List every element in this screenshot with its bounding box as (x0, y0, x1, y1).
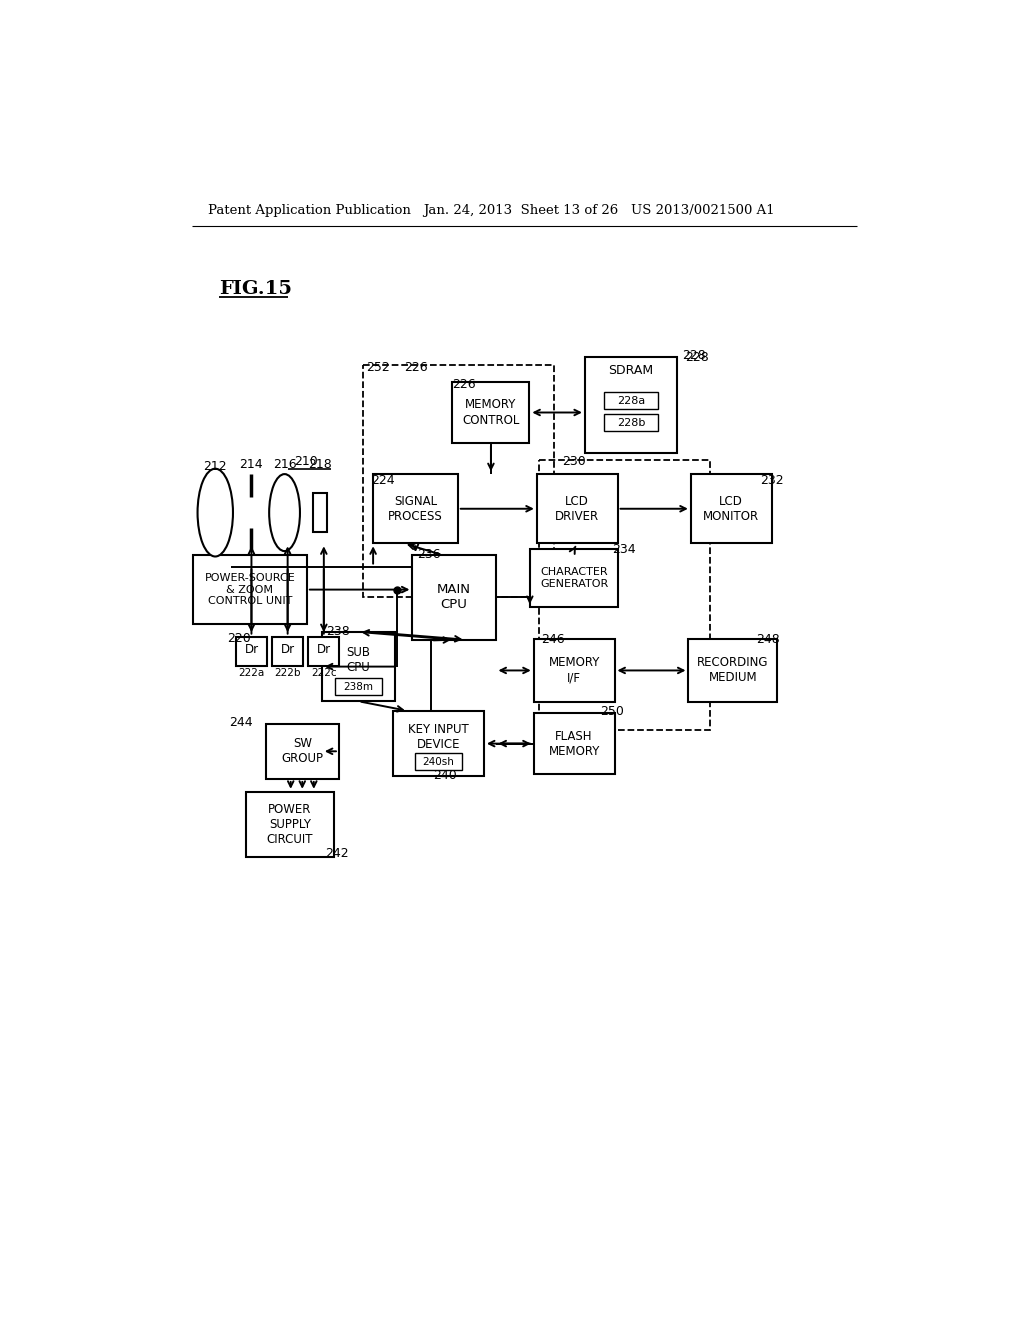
Ellipse shape (269, 474, 300, 552)
Text: 228a: 228a (616, 396, 645, 407)
Text: 230: 230 (562, 454, 586, 467)
Text: SUB
CPU: SUB CPU (346, 647, 371, 675)
Text: MEMORY
CONTROL: MEMORY CONTROL (462, 399, 519, 426)
Text: 232: 232 (761, 474, 784, 487)
Bar (393, 711, 484, 776)
Ellipse shape (198, 469, 233, 557)
Text: 226: 226 (403, 362, 428, 375)
Bar (237, 636, 267, 665)
Text: LCD
MONITOR: LCD MONITOR (703, 495, 759, 523)
Text: 242: 242 (326, 847, 349, 861)
Bar (246, 792, 334, 857)
Text: Dr: Dr (245, 643, 258, 656)
Bar (373, 474, 458, 544)
Text: 220: 220 (227, 631, 251, 644)
Text: SDRAM: SDRAM (608, 364, 653, 378)
Text: 244: 244 (229, 717, 253, 730)
Text: MAIN
CPU: MAIN CPU (437, 583, 471, 611)
Bar (604, 392, 658, 409)
Text: US 2013/0021500 A1: US 2013/0021500 A1 (631, 205, 775, 218)
Bar (193, 554, 307, 624)
Text: 234: 234 (611, 543, 636, 556)
Bar (313, 494, 327, 532)
Text: 210: 210 (294, 454, 318, 467)
Text: FIG.15: FIG.15 (219, 280, 292, 298)
Bar (416, 754, 462, 770)
Text: 222a: 222a (239, 668, 264, 677)
Text: 214: 214 (239, 458, 262, 471)
Bar (265, 723, 339, 779)
Text: 228: 228 (685, 351, 709, 363)
Text: LCD
DRIVER: LCD DRIVER (555, 495, 599, 523)
Bar (534, 713, 614, 775)
Text: KEY INPUT
DEVICE: KEY INPUT DEVICE (409, 723, 469, 751)
Bar (688, 639, 777, 702)
Bar (585, 356, 677, 453)
Text: 222b: 222b (274, 668, 301, 677)
Bar (529, 549, 618, 607)
Bar (604, 414, 658, 430)
Text: Dr: Dr (281, 643, 295, 656)
Text: 252: 252 (367, 362, 390, 375)
Bar (453, 381, 529, 444)
Text: 218: 218 (308, 458, 332, 471)
Bar (413, 554, 496, 640)
Text: 236: 236 (417, 548, 440, 561)
Bar (364, 364, 554, 597)
Text: POWER-SOURCE
& ZOOM
CONTROL UNIT: POWER-SOURCE & ZOOM CONTROL UNIT (205, 573, 295, 606)
Bar (336, 678, 382, 696)
Bar (691, 474, 772, 544)
Text: SIGNAL
PROCESS: SIGNAL PROCESS (388, 495, 442, 523)
Text: 250: 250 (600, 705, 625, 718)
Text: 228b: 228b (616, 417, 645, 428)
Bar (322, 632, 395, 701)
Text: 238m: 238m (343, 681, 374, 692)
Text: 228: 228 (682, 348, 706, 362)
Text: SW
GROUP: SW GROUP (282, 738, 324, 766)
Text: 240: 240 (433, 770, 457, 783)
Bar (272, 636, 303, 665)
Text: 246: 246 (541, 634, 564, 647)
Text: 224: 224 (372, 474, 395, 487)
Text: FLASH
MEMORY: FLASH MEMORY (549, 730, 600, 758)
Text: 222c: 222c (311, 668, 337, 677)
Bar (537, 474, 617, 544)
Bar (534, 639, 614, 702)
Text: 216: 216 (272, 458, 296, 471)
Text: Jan. 24, 2013  Sheet 13 of 26: Jan. 24, 2013 Sheet 13 of 26 (423, 205, 618, 218)
Bar (308, 636, 339, 665)
Text: Dr: Dr (316, 643, 331, 656)
Text: Patent Application Publication: Patent Application Publication (208, 205, 411, 218)
Text: RECORDING
MEDIUM: RECORDING MEDIUM (697, 656, 768, 685)
Text: MEMORY
I/F: MEMORY I/F (549, 656, 600, 685)
Text: 212: 212 (204, 459, 227, 473)
Text: 248: 248 (756, 634, 779, 647)
Text: 240sh: 240sh (423, 756, 455, 767)
Text: CHARACTER
GENERATOR: CHARACTER GENERATOR (540, 568, 608, 589)
Bar (539, 461, 710, 730)
Text: 226: 226 (453, 378, 476, 391)
Text: POWER
SUPPLY
CIRCUIT: POWER SUPPLY CIRCUIT (266, 803, 313, 846)
Text: 238: 238 (326, 626, 350, 639)
